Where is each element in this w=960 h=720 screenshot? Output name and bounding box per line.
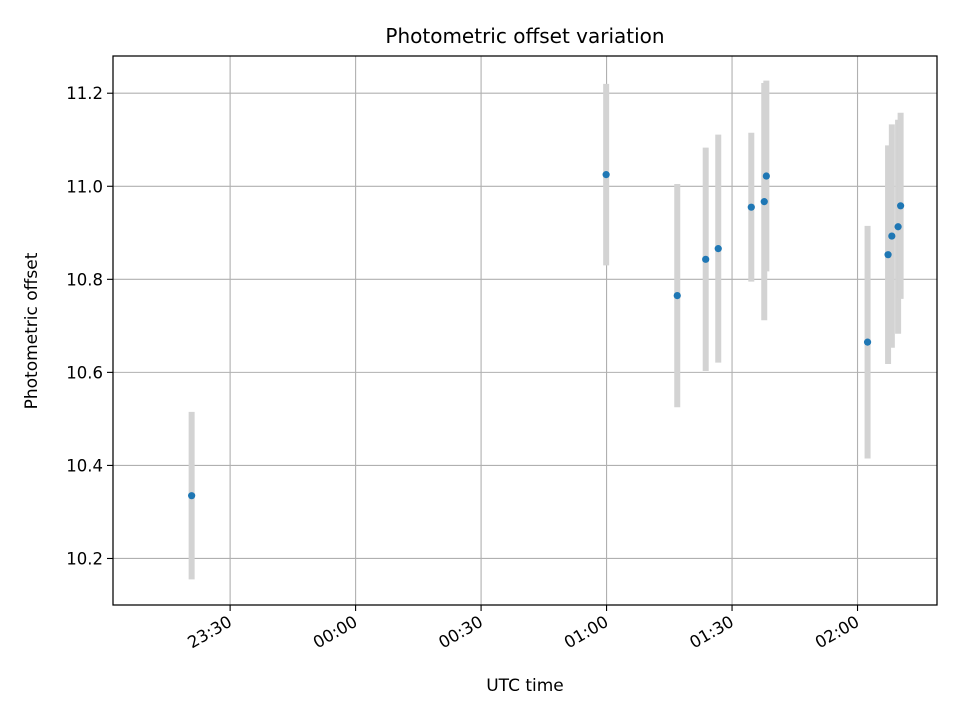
data-point [760, 198, 768, 206]
chart-title: Photometric offset variation [385, 24, 664, 48]
y-tick-label: 11.0 [66, 177, 103, 196]
data-point [747, 203, 755, 211]
data-point [894, 223, 902, 231]
x-tick-label: 02:00 [812, 612, 863, 652]
errorbar-layer [188, 80, 904, 580]
y-axis-label: Photometric offset [22, 252, 42, 409]
y-axis-ticks: 10.2 10.4 10.6 10.8 11.0 11.2 [66, 84, 113, 568]
data-point [863, 338, 872, 346]
data-point [188, 492, 196, 500]
data-point [884, 251, 892, 259]
data-point [673, 292, 681, 300]
x-tick-label: 00:30 [435, 612, 486, 652]
x-tick-label: 01:30 [686, 612, 737, 652]
data-point [897, 202, 905, 210]
x-tick-label: 01:00 [561, 612, 612, 652]
data-point [702, 255, 710, 263]
data-point [888, 232, 896, 240]
x-tick-label: 00:00 [310, 612, 361, 652]
plot-frame [112, 55, 938, 606]
marker-layer [188, 171, 905, 500]
grid-layer [113, 56, 937, 605]
y-tick-label: 10.8 [66, 270, 103, 289]
y-tick-label: 10.6 [66, 363, 103, 382]
x-tick-label: 23:30 [184, 612, 235, 652]
data-point [714, 245, 722, 253]
y-tick-label: 10.2 [66, 549, 103, 568]
data-point [602, 171, 610, 179]
y-tick-label: 10.4 [66, 456, 103, 475]
x-axis-ticks: 23:30 00:00 00:30 01:00 01:30 02:00 [184, 605, 863, 652]
data-point [762, 172, 770, 180]
y-tick-label: 11.2 [66, 84, 103, 103]
x-axis-label: UTC time [486, 676, 564, 696]
